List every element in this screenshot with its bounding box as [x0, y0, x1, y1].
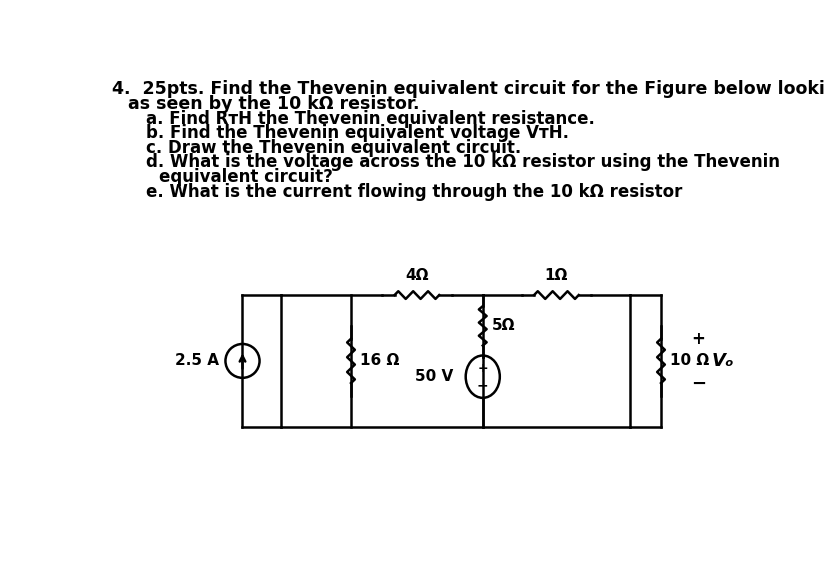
Text: 16 Ω: 16 Ω	[360, 353, 400, 368]
Text: b. Find the Thevenin equivalent voltage VᴛH.: b. Find the Thevenin equivalent voltage …	[147, 124, 569, 142]
Text: 1Ω: 1Ω	[545, 268, 568, 283]
Text: 10 Ω: 10 Ω	[670, 353, 709, 368]
Text: 4.  25pts. Find the Thevenin equivalent circuit for the Figure below looking int: 4. 25pts. Find the Thevenin equivalent c…	[112, 80, 824, 98]
Text: 4Ω: 4Ω	[405, 268, 428, 283]
Text: 2.5 A: 2.5 A	[176, 353, 219, 368]
Text: e. What is the current flowing through the 10 kΩ resistor: e. What is the current flowing through t…	[147, 183, 683, 201]
Text: −: −	[477, 378, 489, 392]
Text: d. What is the voltage across the 10 kΩ resistor using the Thevenin: d. What is the voltage across the 10 kΩ …	[147, 153, 780, 171]
Text: Vₒ: Vₒ	[711, 352, 734, 370]
Text: as seen by the 10 kΩ resistor.: as seen by the 10 kΩ resistor.	[128, 95, 419, 113]
Text: equivalent circuit?: equivalent circuit?	[159, 168, 333, 186]
Text: 5Ω: 5Ω	[492, 318, 516, 333]
Text: −: −	[691, 375, 706, 393]
Text: a. Find RᴛH the Thevenin equivalent resistance.: a. Find RᴛH the Thevenin equivalent resi…	[147, 109, 595, 127]
Text: c. Draw the Thevenin equivalent circuit.: c. Draw the Thevenin equivalent circuit.	[147, 139, 522, 157]
Text: +: +	[691, 331, 705, 348]
Text: +: +	[477, 362, 488, 375]
Text: 50 V: 50 V	[415, 369, 453, 384]
